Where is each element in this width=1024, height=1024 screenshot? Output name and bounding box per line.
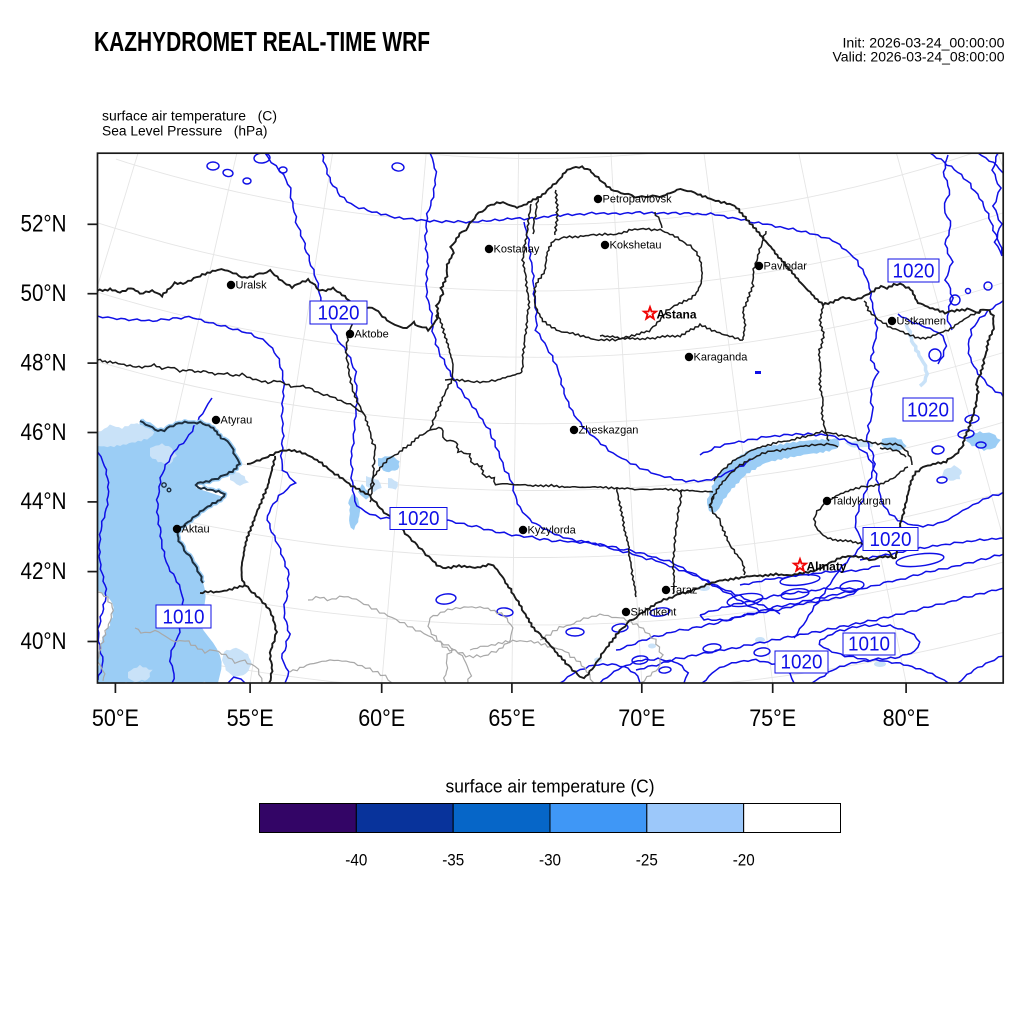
svg-text:Kokshetau: Kokshetau — [610, 240, 662, 252]
svg-text:52°N: 52°N — [21, 211, 67, 238]
svg-text:1020: 1020 — [318, 303, 360, 325]
svg-text:Petropavlovsk: Petropavlovsk — [603, 194, 673, 206]
svg-text:-35: -35 — [442, 851, 464, 870]
svg-text:Kyzylorda: Kyzylorda — [528, 525, 577, 537]
svg-text:Ustkamen: Ustkamen — [897, 316, 947, 328]
svg-text:50°N: 50°N — [21, 280, 67, 307]
svg-text:1020: 1020 — [893, 261, 935, 283]
svg-text:1020: 1020 — [870, 529, 912, 551]
svg-text:Valid: 2026-03-24_08:00:00: Valid: 2026-03-24_08:00:00 — [833, 49, 1005, 65]
svg-text:48°N: 48°N — [21, 349, 67, 376]
svg-text:Astana: Astana — [657, 308, 697, 322]
svg-text:Pavlodar: Pavlodar — [764, 261, 808, 273]
svg-text:Zheskazgan: Zheskazgan — [579, 425, 639, 437]
svg-text:Atyrau: Atyrau — [221, 415, 253, 427]
svg-text:80°E: 80°E — [883, 705, 930, 732]
svg-text:Karaganda: Karaganda — [694, 352, 749, 364]
svg-text:44°N: 44°N — [21, 488, 67, 515]
svg-text:Sea Level Pressure (hPa): Sea Level Pressure (hPa) — [102, 124, 268, 139]
svg-text:65°E: 65°E — [488, 705, 535, 732]
svg-text:42°N: 42°N — [21, 558, 67, 585]
svg-text:KAZHYDROMET REAL-TIME WRF: KAZHYDROMET REAL-TIME WRF — [94, 26, 430, 57]
svg-text:1020: 1020 — [907, 400, 949, 422]
svg-text:-20: -20 — [733, 851, 755, 870]
svg-text:40°N: 40°N — [21, 628, 67, 655]
svg-text:surface air temperature (C): surface air temperature (C) — [446, 776, 655, 797]
svg-text:1020: 1020 — [398, 508, 440, 530]
svg-text:70°E: 70°E — [618, 705, 665, 732]
svg-text:1010: 1010 — [848, 634, 890, 656]
svg-text:1020: 1020 — [781, 652, 823, 674]
svg-text:-30: -30 — [539, 851, 561, 870]
svg-text:Shimkent: Shimkent — [631, 607, 677, 619]
svg-text:Init: 2026-03-24_00:00:00: Init: 2026-03-24_00:00:00 — [843, 35, 1005, 51]
svg-text:60°E: 60°E — [358, 705, 405, 732]
svg-text:50°E: 50°E — [92, 705, 139, 732]
svg-text:46°N: 46°N — [21, 419, 67, 446]
svg-text:Taraz: Taraz — [671, 585, 698, 597]
svg-text:-40: -40 — [345, 851, 367, 870]
svg-text:Uralsk: Uralsk — [236, 280, 268, 292]
svg-text:75°E: 75°E — [749, 705, 796, 732]
svg-text:1010: 1010 — [163, 607, 205, 629]
svg-text:55°E: 55°E — [227, 705, 274, 732]
svg-text:Kostanay: Kostanay — [494, 244, 540, 256]
svg-text:Aktau: Aktau — [182, 524, 210, 536]
svg-text:Almaty: Almaty — [807, 560, 847, 574]
svg-text:surface air temperature (C): surface air temperature (C) — [102, 109, 277, 124]
svg-text:-25: -25 — [636, 851, 658, 870]
svg-text:Aktobe: Aktobe — [355, 329, 389, 341]
svg-text:Taldykurgan: Taldykurgan — [832, 496, 891, 508]
